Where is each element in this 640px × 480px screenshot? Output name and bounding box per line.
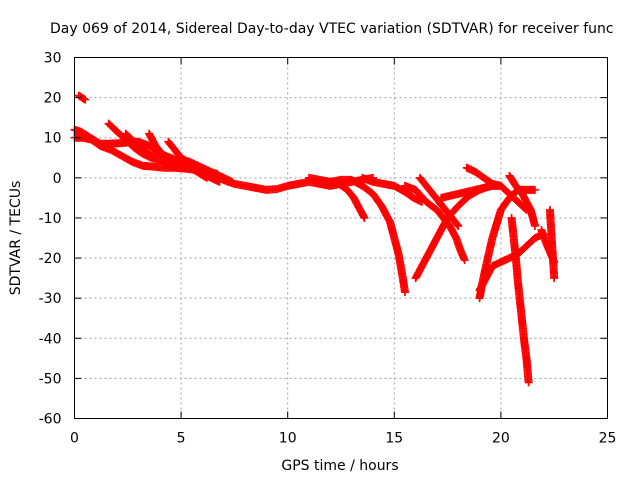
series-track-08 [177, 155, 237, 186]
data-point [460, 256, 469, 265]
x-tick-label: 5 [177, 431, 186, 447]
x-tick-label: 0 [70, 431, 79, 447]
data-point [531, 185, 540, 194]
x-tick-label: 25 [599, 431, 617, 447]
series-track-20 [507, 213, 533, 387]
y-tick-label: 20 [44, 91, 62, 107]
series-track-22 [545, 205, 559, 283]
series-track-11 [358, 173, 427, 206]
data-point [79, 94, 88, 103]
data-point [524, 378, 533, 387]
data-point [453, 220, 462, 229]
y-tick-label: 0 [53, 171, 62, 187]
y-tick-label: -60 [39, 412, 62, 428]
data-point [531, 221, 540, 230]
y-tick-label: -20 [39, 251, 62, 267]
data-point [81, 95, 90, 104]
x-tick-label: 10 [279, 431, 297, 447]
y-tick-label: -50 [39, 371, 62, 387]
series-track-10 [326, 175, 409, 297]
chart-title: Day 069 of 2014, Sidereal Day-to-day VTE… [50, 21, 614, 37]
series-track-14 [415, 173, 463, 230]
series-track-19 [505, 171, 540, 230]
data-point [454, 221, 463, 230]
data-point [550, 274, 559, 283]
series-track-12 [400, 181, 469, 265]
data-point [360, 213, 369, 222]
axis-ticks [74, 57, 608, 419]
y-tick-label: 30 [44, 51, 62, 67]
x-tick-label: 20 [492, 431, 510, 447]
data-point [400, 288, 409, 297]
y-axis-label: SDTVAR / TECUs [8, 181, 24, 296]
x-tick-label: 15 [385, 431, 403, 447]
plot-frame [74, 57, 608, 419]
tick-labels: 0 5 10 15 20 25 -60 -50 -40 -30 -20 -10 0 10 20 30 [39, 51, 617, 447]
data-point [228, 177, 237, 186]
y-tick-label: -30 [39, 291, 62, 307]
y-tick-label: 10 [44, 131, 62, 147]
data-points [70, 91, 559, 387]
x-axis-label: GPS time / hours [281, 458, 398, 474]
y-tick-label: -10 [39, 211, 62, 227]
series-track-16 [462, 163, 531, 214]
y-tick-label: -40 [39, 331, 62, 347]
